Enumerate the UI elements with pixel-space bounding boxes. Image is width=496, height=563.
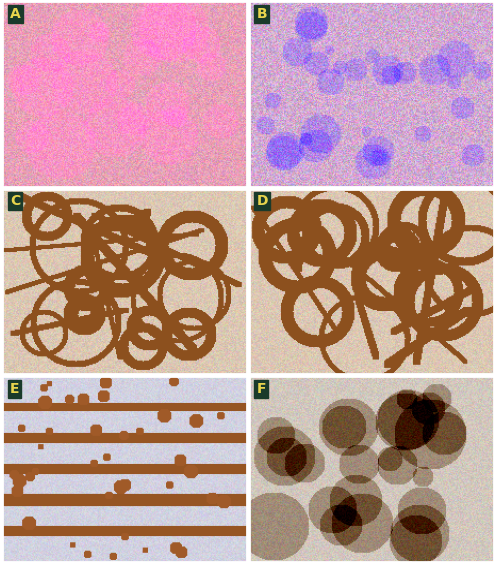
Text: B: B [256, 7, 267, 21]
Text: C: C [10, 194, 20, 208]
Text: E: E [10, 382, 19, 396]
Text: D: D [256, 194, 268, 208]
Text: A: A [10, 7, 20, 21]
Text: F: F [256, 382, 266, 396]
